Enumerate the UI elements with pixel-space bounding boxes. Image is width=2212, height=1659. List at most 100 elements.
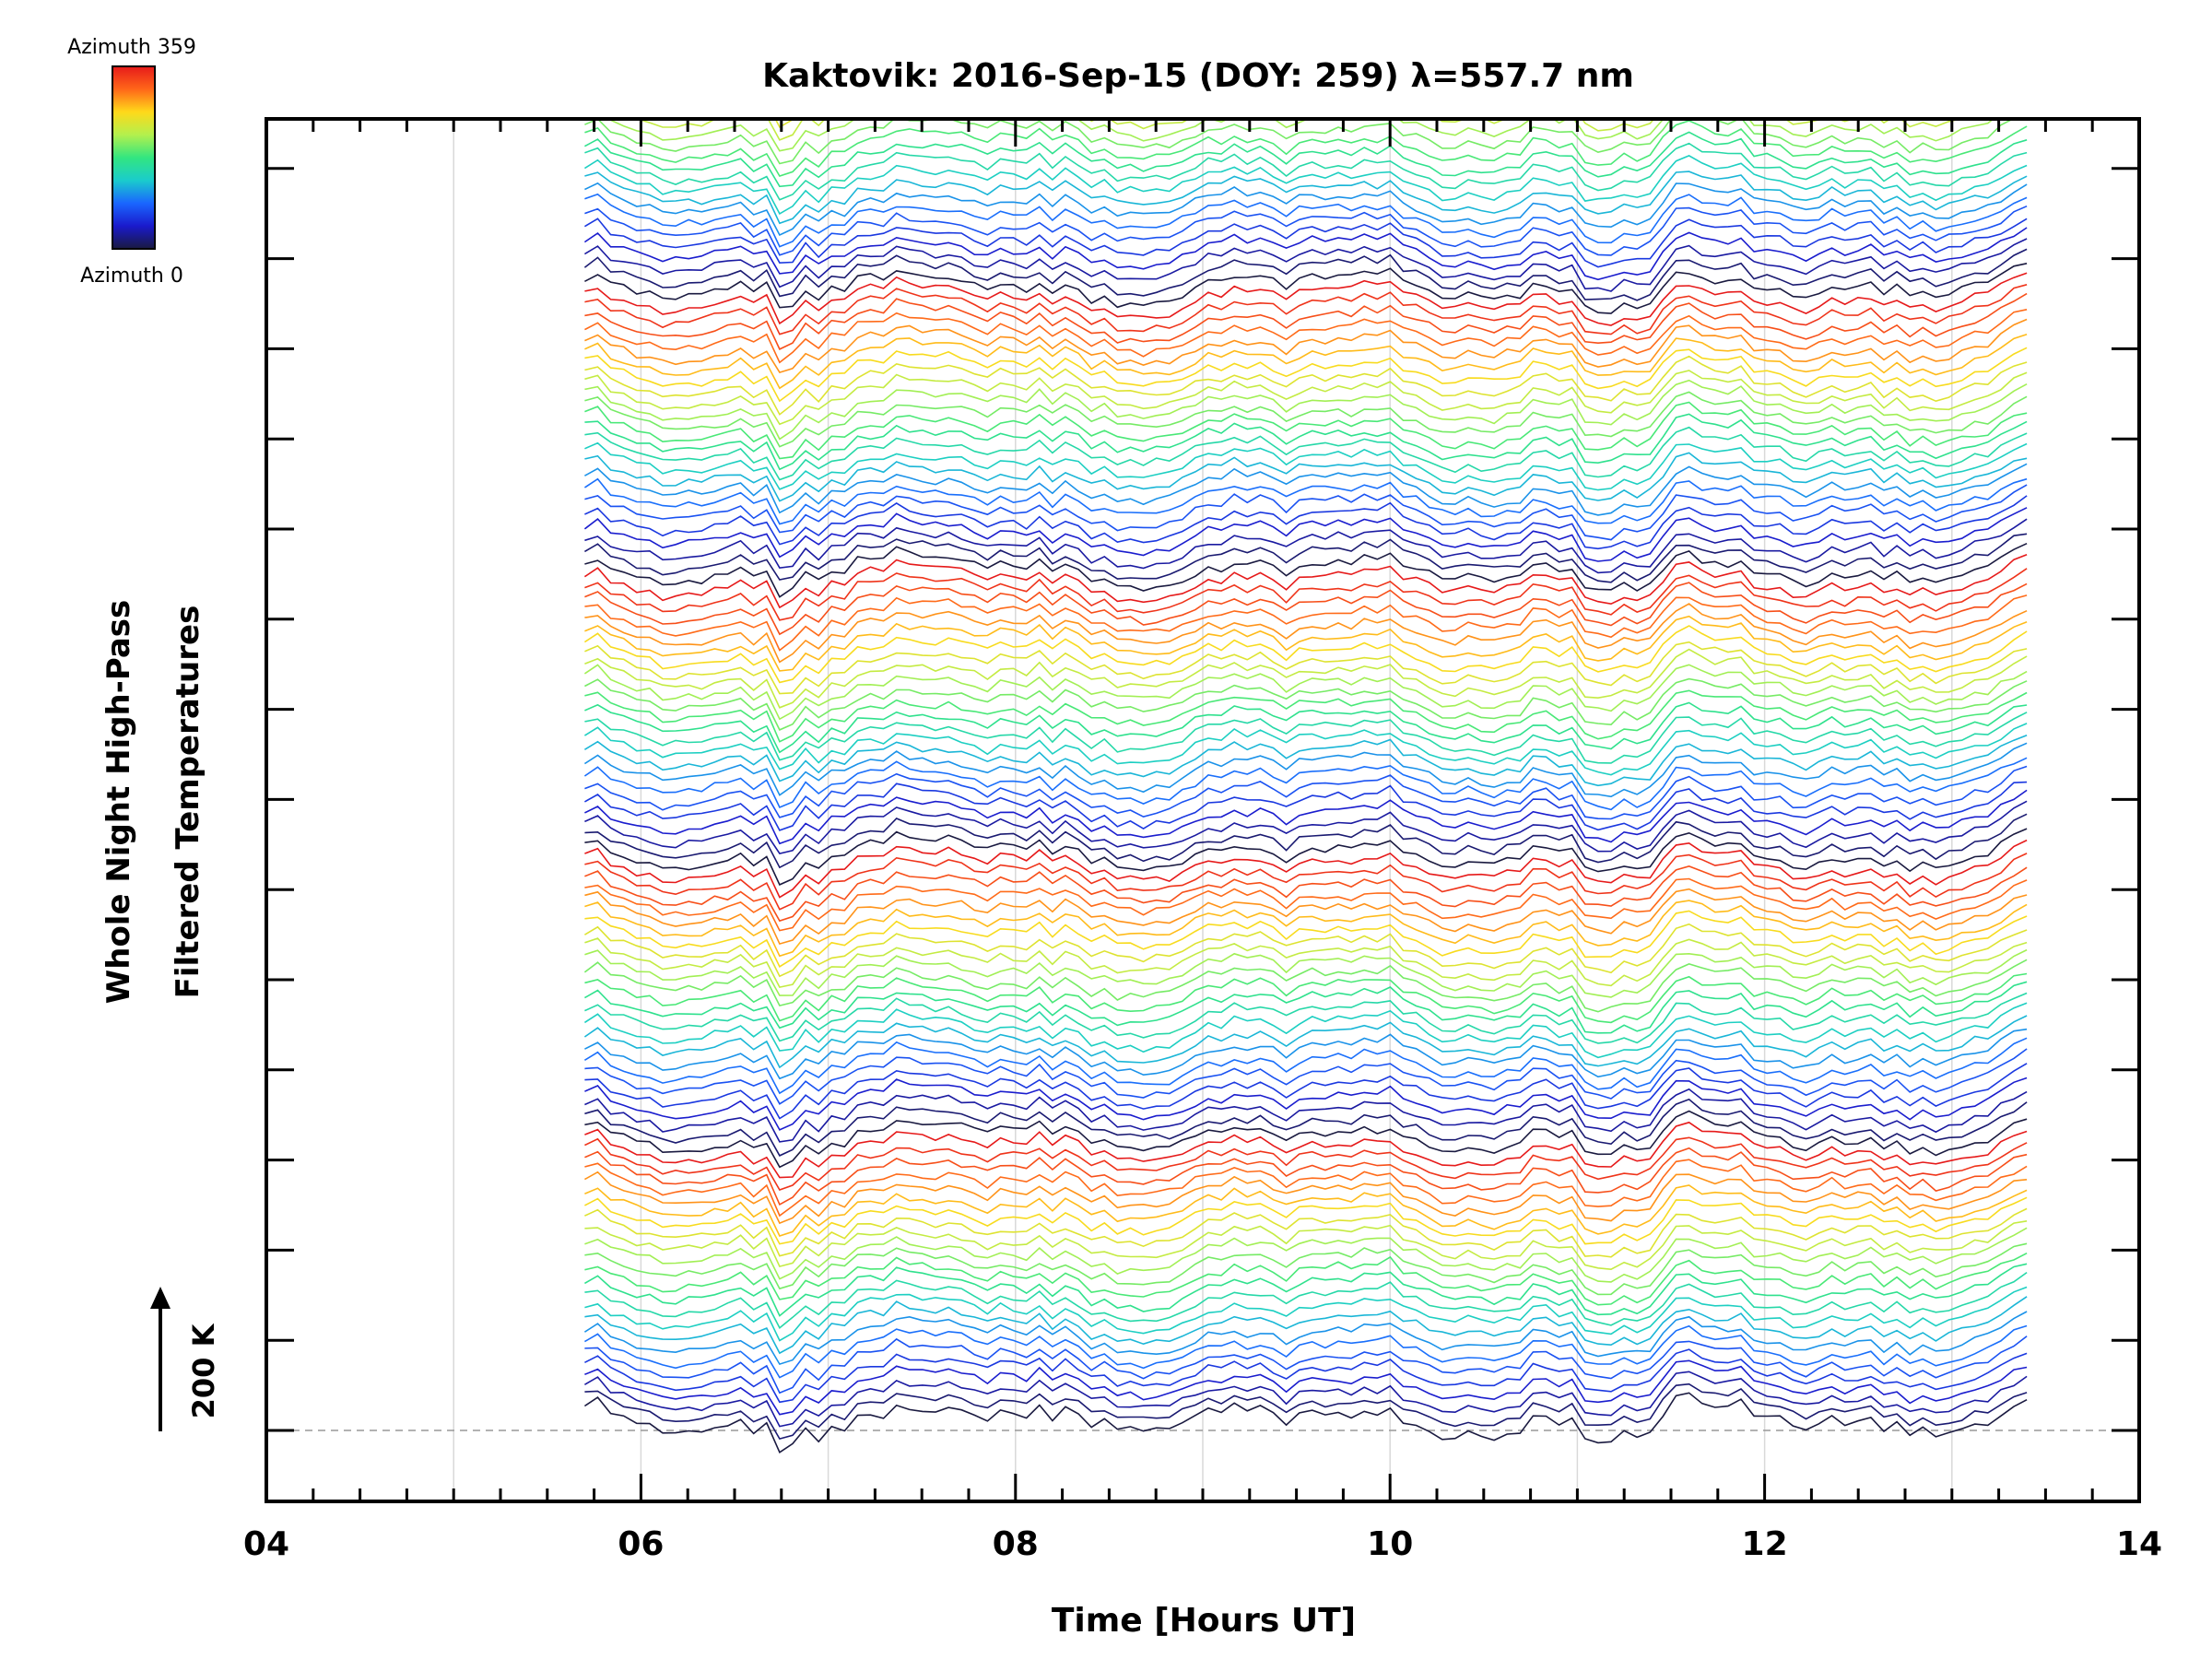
azimuth-series-line [584,813,2028,869]
azimuth-series-line [584,171,2028,225]
azimuth-series-line [584,981,2028,1034]
azimuth-series-line [584,781,2028,831]
azimuth-series-line [584,1171,2028,1225]
azimuth-series-line [584,391,2028,448]
azimuth-series-line [584,1088,2028,1143]
azimuth-series-line [584,355,2028,416]
azimuth-series-line [584,1207,2028,1258]
azimuth-series-line [584,1184,2028,1237]
azimuth-series-line [584,401,2028,460]
azimuth-series-line [583,757,2028,811]
azimuth-series-line [584,1242,2028,1296]
azimuth-series-line [584,937,2028,989]
azimuth-series-line [584,689,2028,743]
colorbar [112,65,156,250]
azimuth-series-line [583,227,2028,281]
scale-label: 200 K [186,1323,221,1418]
azimuth-series-line [584,701,2028,754]
azimuth-series-line [584,1121,2028,1179]
azimuth-series-line [584,518,2028,574]
azimuth-series-line [584,603,2028,664]
azimuth-series-line [584,1048,2028,1105]
azimuth-series-line [583,218,2028,268]
x-axis-label: Time [Hours UT] [1052,1602,1356,1640]
y-axis-label-line1: Whole Night High-Pass [100,600,137,1005]
azimuth-series-line [584,1359,2028,1416]
azimuth-series-line [583,664,2028,721]
azimuth-series-line [584,972,2028,1024]
azimuth-series-line [584,379,2028,441]
x-tick-label: 08 [993,1525,1039,1563]
azimuth-series-line [583,1002,2028,1059]
azimuth-series-line [584,828,2028,886]
azimuth-series-line [584,1252,2028,1306]
azimuth-series-line [584,142,2028,201]
azimuth-series-line [583,248,2028,301]
azimuth-series-line [584,1196,2028,1245]
azimuth-series-line [584,1136,2028,1191]
azimuth-series-line [584,948,2028,998]
azimuth-series-line [584,677,2028,731]
azimuth-series-line [583,1324,2028,1379]
azimuth-series-line [583,155,2028,216]
azimuth-series-line [584,641,2028,695]
colorbar-legend: Azimuth 359 Azimuth 0 [67,36,196,288]
azimuth-series-line [584,309,2028,364]
azimuth-series-line [583,477,2028,525]
azimuth-series-line [583,923,2028,978]
x-tick-labels: 04 06 08 10 12 14 [243,1525,2162,1563]
azimuth-series-line [584,1348,2028,1404]
azimuth-series-line [584,182,2028,237]
colorbar-bottom-label: Azimuth 0 [80,265,183,288]
scale-arrow-head [150,1287,171,1309]
azimuth-series-line [583,1392,2028,1453]
y-axis-label-line2: Filtered Temperatures [170,606,206,999]
azimuth-series-line [584,1220,2028,1271]
azimuth-series-line [584,4,2027,55]
azimuth-series-line [583,1311,2028,1366]
azimuth-series-line [584,318,2028,374]
azimuth-series-line [584,131,2028,188]
azimuth-series-line [584,900,2028,958]
azimuth-series-line [583,959,2028,1013]
grid-lines [453,119,1953,1501]
azimuth-series-line [584,452,2028,502]
azimuth-series-line [583,533,2028,583]
azimuth-series-line [584,413,2028,471]
azimuth-series-line [583,507,2028,562]
azimuth-series-line [584,910,2028,968]
azimuth-series-line [584,347,2028,403]
x-tick-label: 14 [2116,1525,2162,1563]
azimuth-series-line [584,1110,2028,1169]
azimuth-series-line [584,582,2028,636]
azimuth-series-line [584,839,2028,899]
azimuth-series-line [584,1063,2028,1120]
azimuth-series-line [584,615,2028,672]
azimuth-series-line [584,648,2028,709]
azimuth-series-line [584,495,2028,550]
azimuth-series-line [584,800,2028,855]
azimuth-series-line [584,119,2015,165]
azimuth-series-line [584,1286,2028,1342]
x-tick-label: 04 [243,1525,289,1563]
azimuth-series-line [584,1077,2028,1131]
azimuth-series-line [584,333,2028,390]
azimuth-series-line [584,370,2028,426]
azimuth-series-line [584,284,2028,335]
azimuth-series-line [583,625,2028,684]
x-tick-label: 06 [618,1525,664,1563]
azimuth-series-line [584,1382,2028,1441]
azimuth-series-line [584,263,2028,314]
azimuth-series-line [584,992,2028,1044]
azimuth-series-line [584,1263,2028,1317]
azimuth-series-line [583,723,2028,776]
azimuth-series-line [584,568,2028,621]
azimuth-series-line [584,765,2028,820]
azimuth-series-line [584,292,2028,350]
azimuth-series-line [583,735,2028,787]
azimuth-series-line [583,1371,2028,1428]
azimuth-series-line [584,272,2028,326]
x-tick-label: 10 [1367,1525,1413,1563]
azimuth-series-line [583,238,2028,292]
